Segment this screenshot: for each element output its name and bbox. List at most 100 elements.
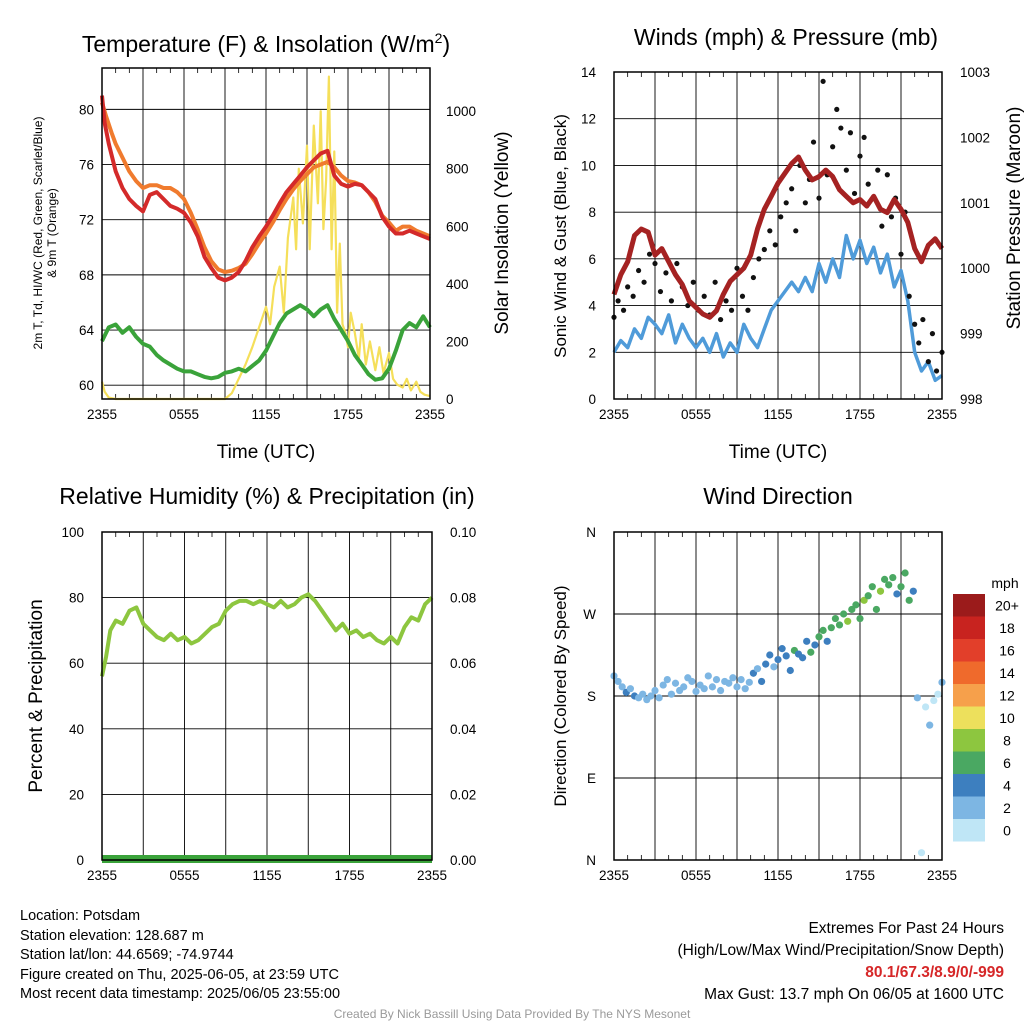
x-tick-label: 1155: [252, 868, 281, 883]
gust-point: [847, 130, 854, 136]
colorbar-label: 16: [999, 642, 1015, 658]
y-tick-label: 4: [588, 299, 596, 314]
y-tick-label: 72: [79, 213, 94, 228]
x-tick-label: 0555: [681, 868, 711, 883]
series-line-2m-td: [100, 303, 432, 382]
direction-point: [737, 676, 745, 684]
y2-tick-label: 0: [446, 392, 454, 407]
y-tick-label: N: [586, 853, 596, 868]
colorbar-swatch: [953, 819, 985, 842]
direction-point: [811, 641, 819, 649]
y-tick-label: 68: [79, 268, 94, 283]
direction-point: [881, 575, 889, 583]
direction-point: [729, 674, 737, 682]
direction-point: [876, 587, 885, 595]
direction-point: [651, 686, 659, 695]
direction-point: [762, 660, 770, 668]
gust-point: [925, 359, 931, 365]
gust-point: [646, 251, 653, 257]
plot-frame: [613, 71, 943, 400]
gust-point: [933, 368, 940, 374]
x-axis-label: Time (UTC): [729, 442, 828, 463]
y-tick-label: 10: [581, 158, 596, 173]
y-tick-label: 8: [588, 205, 596, 220]
y2-tick-label: 0.04: [450, 722, 477, 737]
gust-point: [772, 242, 778, 248]
y-tick-label: 100: [61, 525, 84, 540]
direction-point: [639, 690, 647, 698]
direction-point: [885, 581, 893, 589]
direction-point: [692, 687, 700, 696]
direction-point: [922, 703, 930, 711]
direction-point: [680, 683, 688, 691]
x-tick-label: 2355: [415, 407, 445, 422]
y2-tick-label: 999: [960, 327, 983, 342]
y-tick-label: 0: [76, 853, 84, 868]
y-tick-label: 60: [79, 378, 94, 393]
y-tick-label: 12: [581, 112, 596, 127]
direction-point: [893, 590, 901, 598]
direction-point: [758, 677, 766, 686]
gust-point: [865, 181, 871, 187]
gust-point: [657, 288, 664, 295]
y2-axis-label: Solar Insolation (Yellow): [492, 131, 513, 334]
direction-point: [827, 624, 835, 632]
direction-point: [913, 694, 922, 702]
x-tick-label: 1155: [251, 407, 280, 422]
colorbar-label: 8: [1003, 732, 1011, 748]
direction-point: [725, 679, 733, 687]
direction-point: [926, 721, 934, 729]
y-tick-label: 64: [79, 323, 95, 338]
y2-tick-label: 0.10: [450, 525, 476, 540]
gust-point: [663, 270, 669, 276]
direction-point: [663, 676, 671, 684]
series-line-station-pressure: [611, 154, 945, 320]
y-tick-label: 80: [79, 102, 94, 117]
direction-point: [614, 677, 622, 686]
figure-created: Figure created on Thu, 2025-06-05, at 23…: [20, 966, 339, 983]
plot-frame: [101, 67, 431, 400]
x-tick-label: 2355: [87, 868, 117, 883]
x-tick-label: 1155: [763, 407, 792, 422]
gust-point: [879, 223, 885, 229]
direction-point: [688, 677, 696, 686]
colorbar-swatch: [953, 594, 985, 617]
direction-point: [835, 621, 844, 629]
direction-point: [712, 676, 721, 684]
colorbar-swatch: [953, 729, 985, 752]
gust-point: [906, 293, 912, 299]
gust-point: [674, 260, 680, 267]
direction-point: [815, 633, 823, 641]
direction-point: [700, 685, 708, 693]
direction-point: [717, 686, 725, 695]
direction-point: [872, 605, 881, 614]
direction-point: [856, 614, 864, 623]
direction-point: [901, 569, 909, 577]
direction-point: [766, 651, 774, 659]
gust-point: [929, 331, 936, 337]
direction-point: [741, 685, 749, 693]
gust-point: [778, 214, 784, 220]
gust-point: [820, 78, 826, 84]
x-tick-label: 2355: [417, 868, 447, 883]
gust-point: [734, 265, 740, 271]
chart-title: Relative Humidity (%) & Precipitation (i…: [59, 483, 474, 509]
y2-axis-label: Station Pressure (Maroon): [1004, 107, 1024, 330]
gust-point: [898, 251, 904, 257]
gust-point: [843, 167, 849, 173]
gust-point: [641, 279, 647, 285]
y-tick-label: 60: [69, 656, 84, 671]
series-line-sonic-wind: [612, 233, 943, 383]
extremes-values: 80.1/67.3/8.9/0/-999: [865, 964, 1004, 981]
x-tick-label: 2355: [87, 407, 117, 422]
gust-point: [851, 190, 858, 197]
x-tick-label: 0555: [681, 407, 711, 422]
direction-point: [708, 683, 717, 691]
y2-tick-label: 0.02: [450, 787, 476, 802]
x-tick-label: 2355: [927, 868, 957, 883]
y-tick-label: 20: [69, 787, 84, 802]
y-tick-label: 0: [588, 392, 596, 407]
direction-point: [917, 849, 926, 857]
